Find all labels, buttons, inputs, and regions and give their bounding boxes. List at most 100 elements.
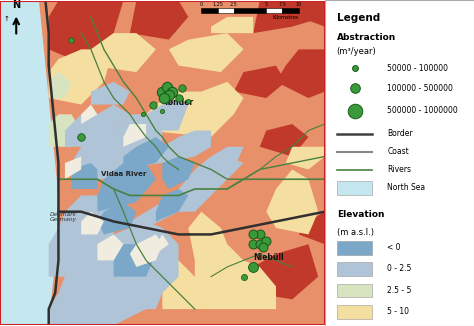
Point <box>240 274 247 279</box>
Polygon shape <box>162 156 244 212</box>
Text: Niebüll: Niebüll <box>253 253 284 262</box>
Polygon shape <box>260 124 309 156</box>
Text: 2.5 - 5: 2.5 - 5 <box>387 286 412 295</box>
Polygon shape <box>162 156 195 189</box>
Point <box>168 89 176 94</box>
Point <box>256 242 264 247</box>
Point <box>263 238 270 244</box>
Point <box>249 242 257 247</box>
Polygon shape <box>72 114 162 179</box>
Polygon shape <box>234 66 286 98</box>
Text: Border: Border <box>387 129 413 138</box>
Point <box>160 96 168 101</box>
Polygon shape <box>49 196 114 277</box>
Polygon shape <box>98 163 156 212</box>
Text: 0: 0 <box>200 3 203 7</box>
Polygon shape <box>114 228 169 267</box>
Polygon shape <box>72 163 98 189</box>
Polygon shape <box>156 189 188 221</box>
Bar <box>266 8 283 13</box>
Text: 1.25: 1.25 <box>212 3 223 7</box>
Text: 5 - 10: 5 - 10 <box>387 307 410 316</box>
Polygon shape <box>130 1 188 40</box>
Text: 50000 - 100000: 50000 - 100000 <box>387 64 448 73</box>
Point <box>139 112 146 117</box>
Point <box>158 89 166 94</box>
Polygon shape <box>146 98 188 130</box>
Point <box>351 108 358 113</box>
Bar <box>337 305 373 319</box>
Bar <box>218 8 234 13</box>
Polygon shape <box>253 244 318 299</box>
Text: < 0: < 0 <box>387 243 401 252</box>
Polygon shape <box>188 212 276 309</box>
Bar <box>283 8 299 13</box>
Polygon shape <box>123 137 169 170</box>
Text: Tønder: Tønder <box>164 97 194 107</box>
Polygon shape <box>49 221 179 325</box>
Text: Legend: Legend <box>337 13 380 23</box>
Text: ↑: ↑ <box>4 16 9 22</box>
Polygon shape <box>253 1 325 33</box>
Polygon shape <box>81 105 130 137</box>
Polygon shape <box>0 1 325 325</box>
Polygon shape <box>49 114 81 147</box>
Text: N: N <box>12 0 20 10</box>
Polygon shape <box>169 33 244 72</box>
Text: Coast: Coast <box>387 147 409 156</box>
Point <box>164 84 171 89</box>
Text: 0 - 2.5: 0 - 2.5 <box>387 264 412 274</box>
Polygon shape <box>49 1 123 59</box>
Bar <box>337 181 373 195</box>
Polygon shape <box>65 156 81 179</box>
Polygon shape <box>162 260 201 309</box>
Polygon shape <box>91 33 156 72</box>
Polygon shape <box>276 49 325 98</box>
Text: 5: 5 <box>264 3 268 7</box>
Polygon shape <box>65 221 104 244</box>
Text: 100000 - 500000: 100000 - 500000 <box>387 83 453 93</box>
Point <box>165 92 173 97</box>
Text: Denmark
Germany: Denmark Germany <box>50 212 77 222</box>
Point <box>149 102 156 107</box>
Polygon shape <box>123 124 146 147</box>
Point <box>77 134 85 140</box>
Polygon shape <box>130 234 162 267</box>
Bar <box>201 8 218 13</box>
Text: Elevation: Elevation <box>337 210 384 219</box>
Point <box>351 85 358 91</box>
Text: (m³/year): (m³/year) <box>337 47 376 56</box>
Polygon shape <box>49 72 72 98</box>
Polygon shape <box>211 17 253 33</box>
Point <box>256 232 264 237</box>
Polygon shape <box>65 114 114 147</box>
Polygon shape <box>91 82 130 105</box>
Polygon shape <box>114 130 211 170</box>
Polygon shape <box>114 244 156 277</box>
Text: North Sea: North Sea <box>387 183 426 192</box>
Point <box>68 37 75 42</box>
Point <box>178 86 186 91</box>
Text: 7.5: 7.5 <box>279 3 286 7</box>
Point <box>351 66 358 71</box>
Point <box>259 245 267 250</box>
Bar <box>337 284 373 297</box>
Polygon shape <box>123 277 162 309</box>
Point <box>158 109 166 114</box>
Bar <box>337 262 373 276</box>
Text: Abstraction: Abstraction <box>337 33 396 42</box>
Point <box>184 99 192 104</box>
Polygon shape <box>266 170 318 234</box>
Polygon shape <box>65 244 130 293</box>
Text: (m a.s.l.): (m a.s.l.) <box>337 228 374 237</box>
Bar <box>337 241 373 255</box>
Text: Kilometres: Kilometres <box>273 15 299 20</box>
Text: 2.5: 2.5 <box>230 3 237 7</box>
Polygon shape <box>146 82 244 137</box>
Polygon shape <box>156 234 169 254</box>
Polygon shape <box>49 49 114 105</box>
Polygon shape <box>299 17 325 27</box>
Text: Vidaa River: Vidaa River <box>100 171 146 177</box>
Point <box>249 232 257 237</box>
Polygon shape <box>0 1 58 325</box>
